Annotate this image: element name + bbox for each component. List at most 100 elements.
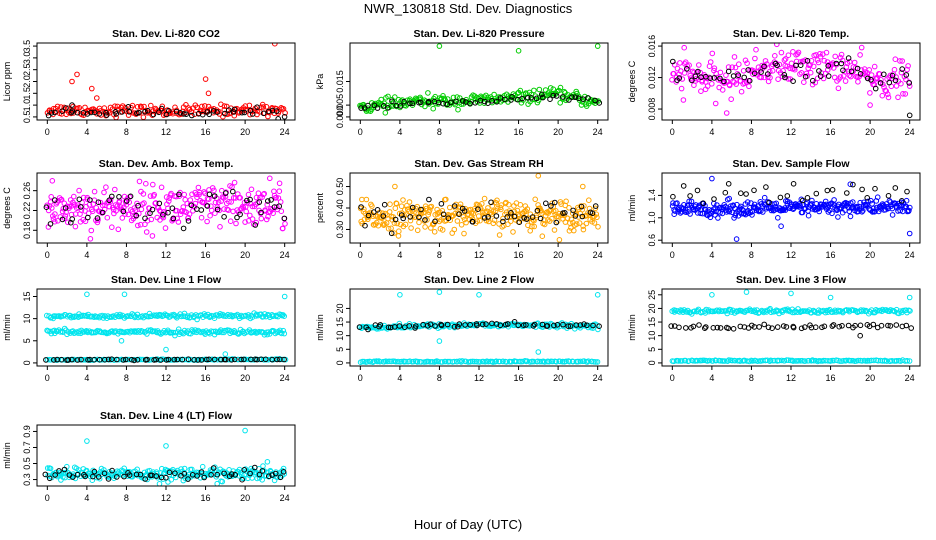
y-tick-label: 3.0	[22, 52, 32, 65]
data-point	[761, 63, 767, 70]
data-point	[364, 358, 371, 365]
data-point	[481, 215, 488, 221]
data-point	[577, 358, 584, 365]
data-point	[358, 204, 364, 210]
data-point	[829, 187, 836, 193]
data-point	[69, 203, 75, 209]
data-point	[687, 193, 693, 199]
data-point	[391, 220, 398, 226]
x-tick-label: 4	[709, 373, 714, 383]
data-point	[474, 322, 480, 329]
data-point	[61, 466, 68, 473]
data-point	[734, 358, 741, 364]
data-point	[889, 72, 896, 79]
data-point	[158, 105, 165, 112]
data-point	[825, 73, 832, 79]
data-point	[45, 112, 52, 119]
data-point	[831, 197, 837, 203]
data-point	[183, 111, 189, 117]
data-point	[365, 212, 372, 219]
data-point	[133, 471, 140, 478]
data-point	[276, 180, 283, 187]
data-point	[542, 87, 549, 93]
data-point	[778, 357, 785, 364]
data-point	[475, 206, 481, 212]
data-point	[281, 356, 287, 363]
data-point	[222, 190, 229, 196]
data-point	[144, 107, 151, 114]
data-point	[51, 357, 57, 363]
data-point	[904, 188, 910, 195]
data-point	[137, 471, 144, 478]
data-point	[281, 215, 288, 222]
data-point	[893, 83, 900, 89]
data-point	[766, 199, 772, 206]
y-tick-label: 0.5	[22, 457, 32, 470]
y-tick-label: 2.5	[22, 63, 32, 76]
data-point	[258, 215, 265, 222]
data-point	[398, 212, 405, 218]
data-point	[69, 216, 75, 222]
data-point	[743, 289, 750, 295]
data-point	[551, 322, 557, 329]
data-point	[530, 323, 537, 329]
data-point	[566, 205, 572, 211]
data-point	[456, 321, 463, 327]
x-tick-label: 0	[45, 127, 50, 137]
y-tick-label: 0.015	[335, 70, 345, 93]
x-tick-label: 12	[786, 250, 796, 260]
data-point	[176, 191, 182, 198]
data-point	[231, 179, 238, 186]
data-point	[778, 223, 784, 229]
data-point	[529, 214, 536, 220]
data-point	[208, 207, 215, 214]
x-tick-label: 20	[553, 373, 563, 383]
data-point	[425, 90, 431, 96]
data-point	[556, 237, 563, 243]
data-point	[897, 58, 903, 64]
data-point	[232, 472, 238, 478]
y-tick-label: 5	[647, 347, 657, 352]
x-tick-label: 4	[84, 373, 89, 383]
data-point	[590, 325, 596, 331]
data-point	[860, 207, 866, 214]
data-point	[740, 68, 747, 74]
data-point	[680, 97, 687, 103]
data-point	[763, 184, 769, 190]
data-point	[543, 200, 549, 207]
data-point	[563, 97, 569, 104]
data-point	[570, 322, 577, 329]
data-point	[867, 90, 873, 96]
data-point	[198, 207, 205, 213]
data-point	[879, 92, 886, 99]
data-point	[150, 181, 156, 188]
data-point	[845, 55, 852, 61]
data-point	[711, 75, 718, 81]
data-point	[91, 468, 98, 475]
data-point	[591, 220, 598, 226]
data-point	[781, 72, 788, 78]
data-point	[195, 357, 201, 363]
data-point	[531, 321, 538, 328]
data-point	[783, 324, 790, 330]
data-point	[88, 109, 94, 116]
data-point	[241, 467, 248, 473]
data-point	[762, 58, 769, 64]
data-point	[439, 359, 446, 365]
data-point	[177, 110, 184, 116]
data-point	[386, 358, 392, 365]
data-point	[160, 211, 166, 218]
data-point	[138, 206, 145, 213]
data-point	[74, 357, 81, 363]
data-point	[906, 358, 913, 364]
data-point	[523, 322, 529, 328]
data-point	[208, 472, 214, 478]
data-point	[520, 322, 527, 329]
data-point	[451, 358, 458, 365]
data-point	[903, 203, 910, 210]
data-point	[736, 61, 742, 67]
data-point	[159, 103, 166, 110]
data-point	[595, 326, 601, 333]
data-point	[387, 201, 393, 207]
data-point	[76, 105, 83, 111]
